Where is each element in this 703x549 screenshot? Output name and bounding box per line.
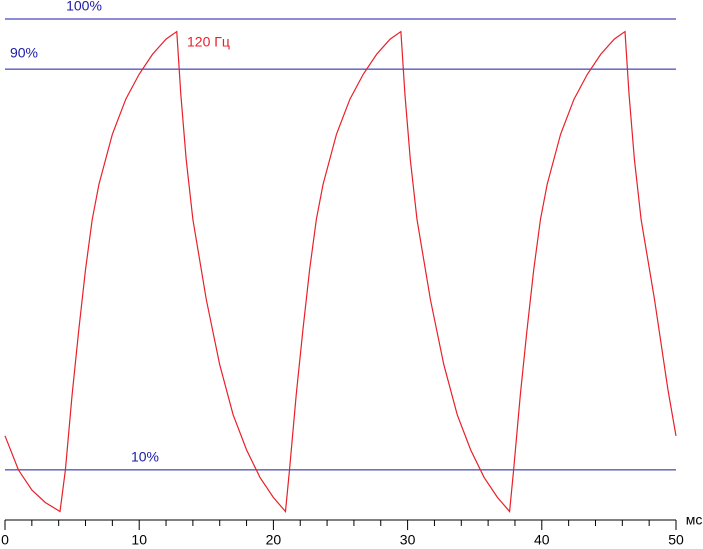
data-line (4, 30, 677, 513)
x-tick-label: 10 (131, 532, 147, 548)
series-label: 120 Гц (187, 34, 230, 50)
reference-label: 100% (66, 0, 102, 14)
reference-label: 90% (10, 45, 38, 61)
x-tick-label: 50 (668, 532, 684, 548)
x-tick-label: 40 (534, 532, 550, 548)
reference-label: 10% (131, 449, 159, 465)
x-tick-label: 30 (400, 532, 416, 548)
x-axis-label: мс (686, 512, 703, 528)
x-tick-label: 20 (266, 532, 282, 548)
x-tick-label: 0 (1, 532, 9, 548)
